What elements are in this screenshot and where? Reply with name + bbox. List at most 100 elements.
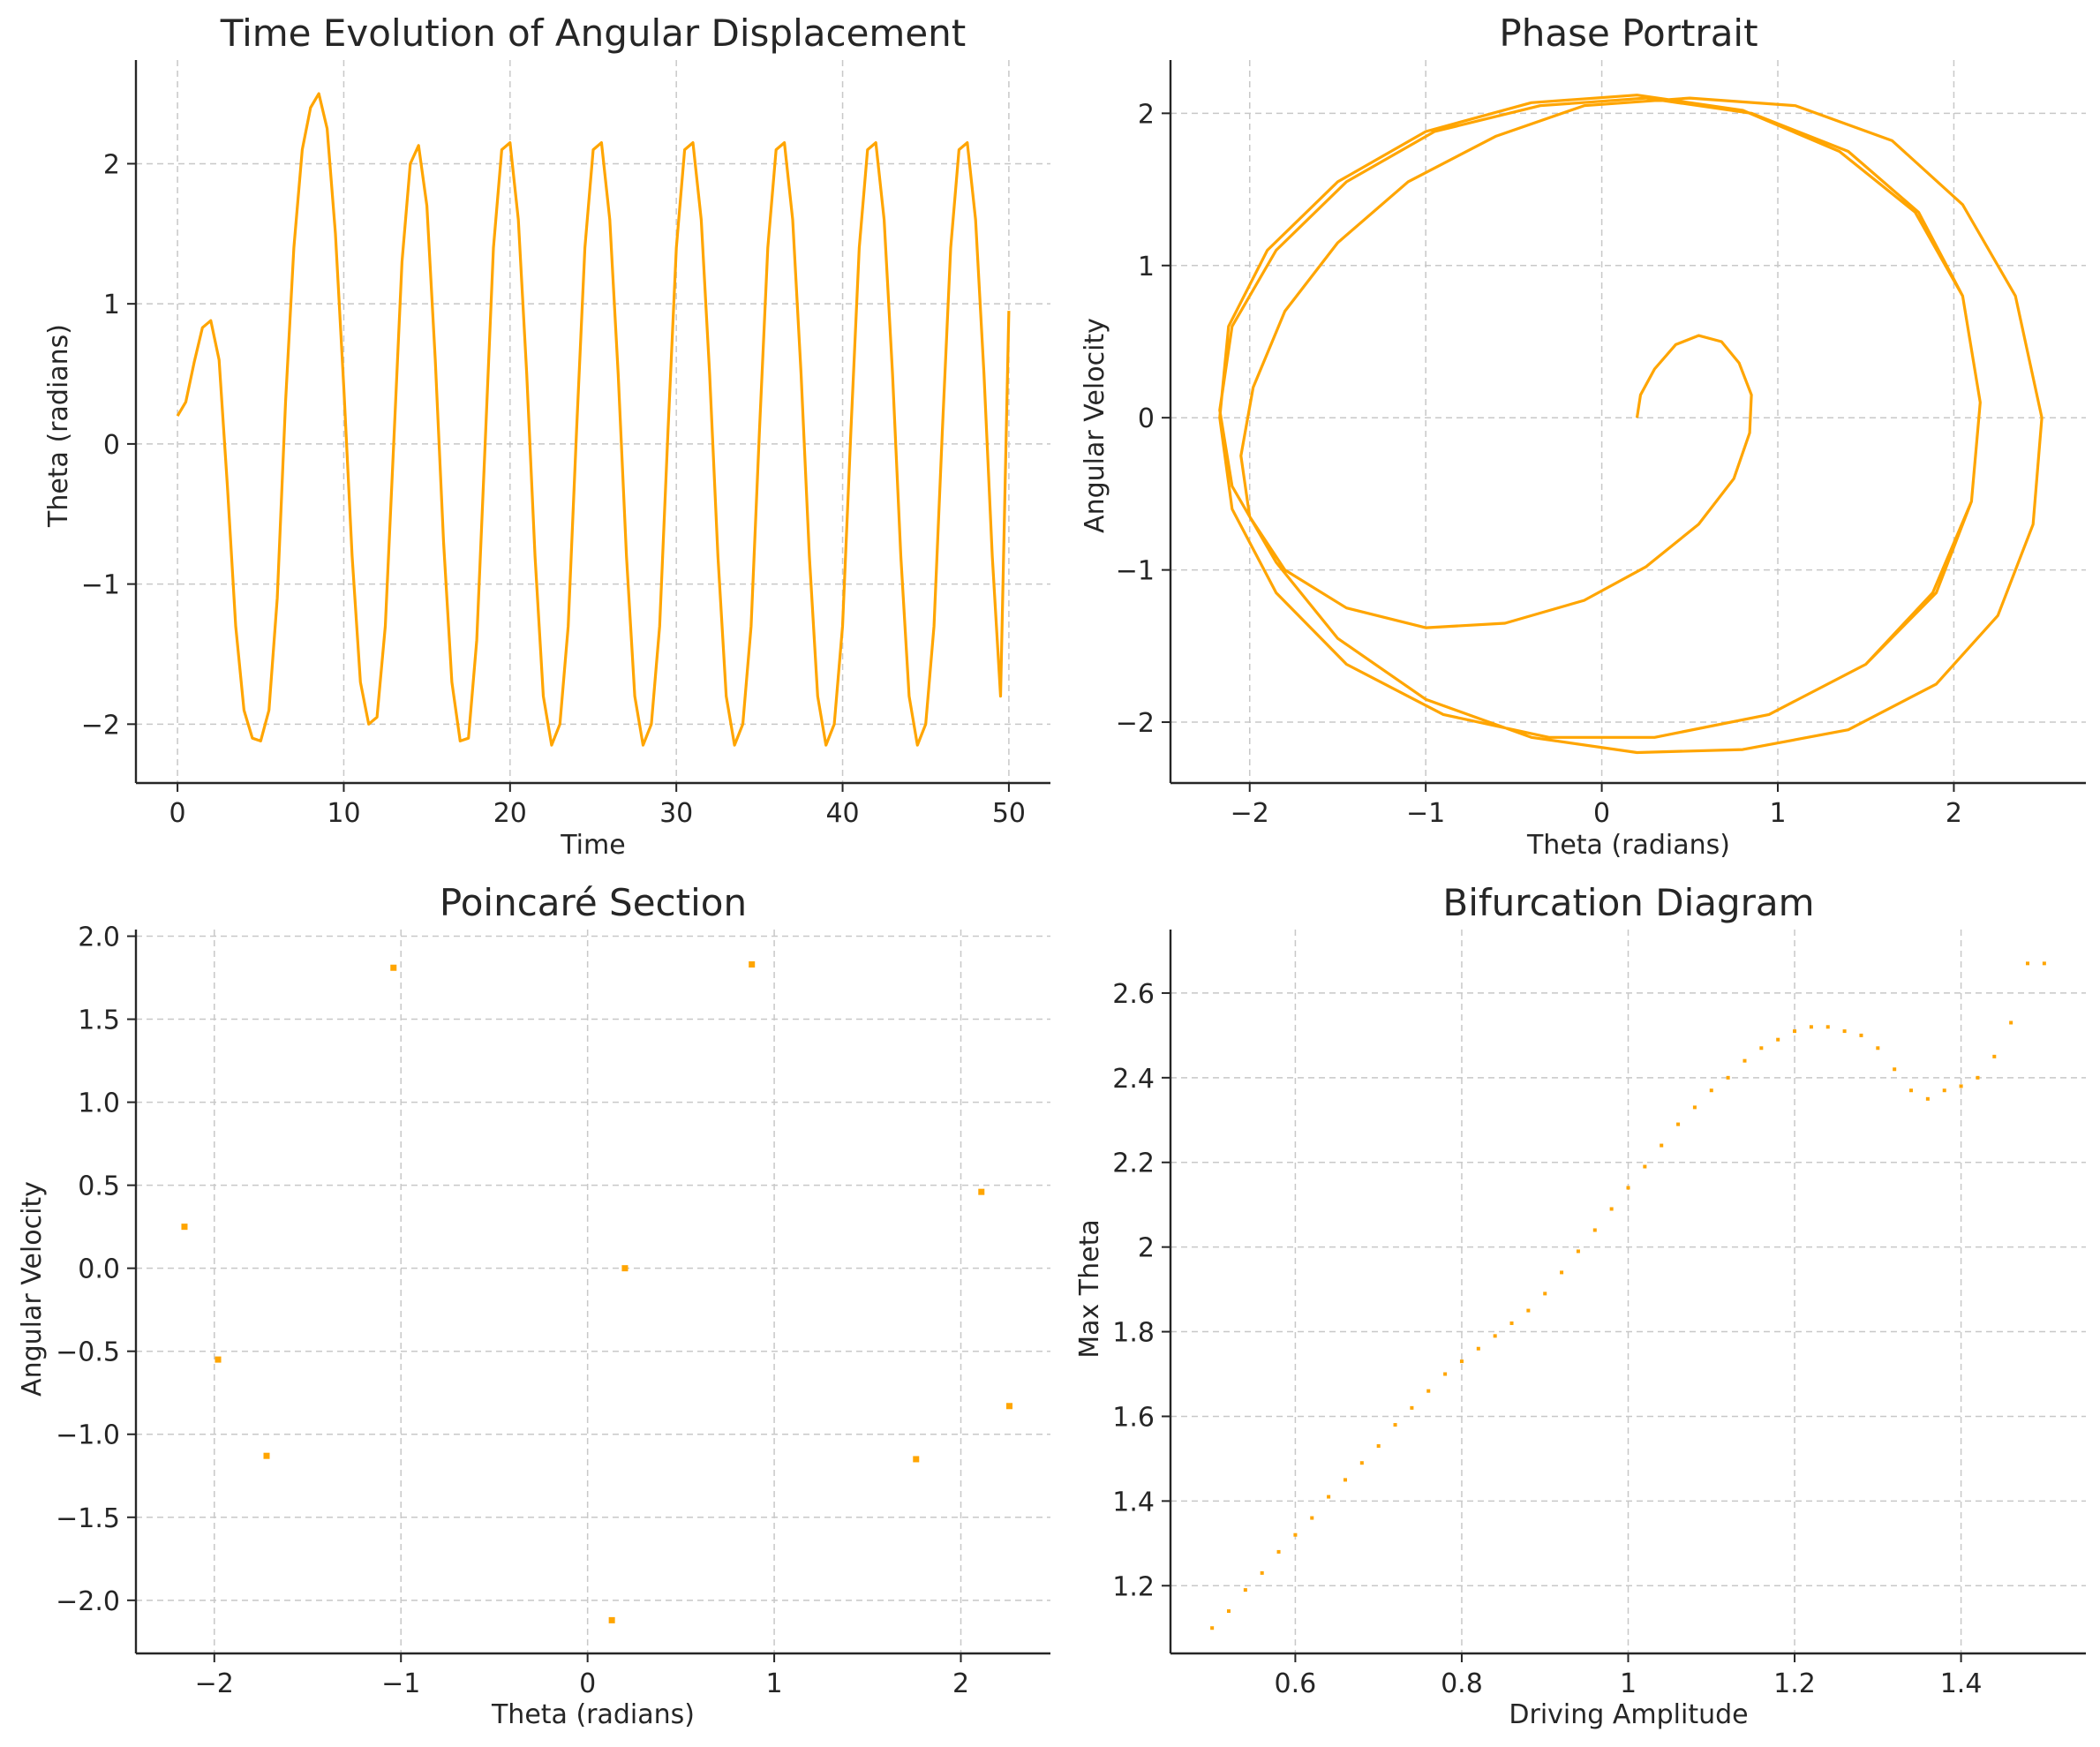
scatter-point xyxy=(1676,1122,1681,1126)
scatter-point xyxy=(181,1224,188,1231)
x-tick-label: 1 xyxy=(766,1668,783,1699)
series-line xyxy=(176,92,1011,747)
scatter-point xyxy=(913,1456,920,1463)
x-tick-label: −2 xyxy=(195,1668,234,1699)
scatter-point xyxy=(1526,1308,1531,1313)
scatter-point xyxy=(1459,1359,1464,1364)
scatter-point xyxy=(1809,1025,1813,1029)
y-tick-label: −1.0 xyxy=(56,1420,120,1451)
scatter-point xyxy=(1626,1186,1630,1190)
y-tick-label: 2.4 xyxy=(1112,1064,1155,1095)
y-tick-label: 1.5 xyxy=(78,1005,120,1036)
panel-time-evolution: Time Evolution of Angular Displacement T… xyxy=(43,11,1050,861)
x-tick-label: 1 xyxy=(1769,798,1786,829)
scatter-point xyxy=(1509,1321,1514,1325)
chart-title: Poincaré Section xyxy=(440,881,747,924)
scatter-point xyxy=(749,960,756,968)
scatter-point xyxy=(1692,1105,1697,1110)
y-tick-label: 2 xyxy=(103,149,120,180)
y-tick-label: 1.6 xyxy=(1112,1402,1155,1433)
y-tick-label: 2.2 xyxy=(1112,1148,1155,1179)
y-tick-label: 2 xyxy=(1138,99,1155,130)
scatter-point xyxy=(1825,1025,1830,1029)
scatter-point xyxy=(621,1265,628,1272)
x-tick-label: −1 xyxy=(1406,798,1445,829)
scatter-point xyxy=(1643,1164,1647,1169)
y-axis-label: Angular Velocity xyxy=(1080,318,1110,533)
y-axis-label: Angular Velocity xyxy=(17,1181,48,1397)
chart-title: Bifurcation Diagram xyxy=(1442,881,1814,924)
y-tick-label: −2.0 xyxy=(56,1586,120,1617)
scatter-point xyxy=(1226,1609,1231,1614)
y-tick-label: 0.5 xyxy=(78,1171,120,1202)
x-tick-label: 40 xyxy=(825,798,859,829)
scatter-point xyxy=(978,1188,985,1195)
scatter-point xyxy=(1576,1249,1580,1254)
scatter-point xyxy=(2026,961,2030,966)
scatter-point xyxy=(390,964,397,971)
y-tick-label: 1.4 xyxy=(1112,1487,1155,1517)
y-tick-label: 0.0 xyxy=(78,1254,120,1285)
y-tick-label: 2 xyxy=(1138,1233,1155,1264)
scatter-point xyxy=(1243,1588,1247,1593)
x-tick-label: 50 xyxy=(992,798,1026,829)
y-tick-label: 1.0 xyxy=(78,1088,120,1119)
scatter-point xyxy=(1393,1423,1397,1427)
scatter-point xyxy=(2009,1020,2013,1025)
x-tick-label: −1 xyxy=(381,1668,420,1699)
scatter-point xyxy=(1276,1549,1281,1554)
y-axis-label: Theta (radians) xyxy=(43,324,74,528)
y-tick-label: 2.6 xyxy=(1112,979,1155,1010)
scatter-point xyxy=(1327,1495,1331,1499)
scatter-point xyxy=(1443,1372,1448,1376)
scatter-point xyxy=(1909,1088,1914,1093)
panel-bifurcation-diagram: Bifurcation Diagram Driving Amplitude Ma… xyxy=(1074,881,2086,1730)
x-axis-label: Driving Amplitude xyxy=(1509,1699,1748,1730)
scatter-point xyxy=(1976,1075,1980,1080)
scatter-point xyxy=(1842,1029,1847,1034)
x-tick-label: 10 xyxy=(327,798,360,829)
x-tick-label: 2 xyxy=(952,1668,969,1699)
scatter-point xyxy=(1493,1334,1497,1338)
y-tick-label: −1 xyxy=(81,570,120,601)
scatter-point xyxy=(1776,1037,1780,1042)
scatter-point xyxy=(608,1616,615,1623)
chart-title: Time Evolution of Angular Displacement xyxy=(220,11,967,55)
scatter-point xyxy=(1959,1084,1963,1088)
scatter-point xyxy=(1709,1088,1713,1093)
y-tick-label: −1 xyxy=(1116,556,1155,587)
scatter-point xyxy=(1925,1096,1930,1101)
scatter-point xyxy=(1660,1143,1664,1148)
scatter-point xyxy=(2042,961,2046,966)
scatter-point xyxy=(1005,1403,1012,1410)
x-tick-label: 1 xyxy=(1620,1668,1637,1699)
y-tick-label: 0 xyxy=(1138,403,1155,434)
x-tick-label: 1.4 xyxy=(1940,1668,1983,1699)
scatter-point xyxy=(1426,1389,1431,1393)
scatter-point xyxy=(1293,1532,1298,1537)
y-tick-label: −0.5 xyxy=(56,1337,120,1368)
y-tick-label: 1.8 xyxy=(1112,1318,1155,1349)
scatter-point xyxy=(1793,1029,1797,1034)
scatter-point xyxy=(1893,1067,1897,1072)
y-tick-label: 1 xyxy=(103,290,120,320)
x-tick-label: 2 xyxy=(1946,798,1962,829)
x-tick-label: 0 xyxy=(169,798,186,829)
scatter-point xyxy=(1876,1046,1880,1050)
scatter-point xyxy=(1992,1054,1997,1058)
y-tick-label: −2 xyxy=(81,710,120,741)
scatter-point xyxy=(1560,1270,1564,1275)
scatter-point xyxy=(1942,1088,1946,1093)
x-tick-label: 20 xyxy=(493,798,527,829)
y-tick-label: −2 xyxy=(1116,708,1155,739)
x-axis-label: Theta (radians) xyxy=(1526,830,1730,861)
x-tick-label: 1.2 xyxy=(1773,1668,1816,1699)
x-tick-label: 0 xyxy=(1593,798,1610,829)
scatter-point xyxy=(1310,1516,1314,1520)
x-tick-label: 30 xyxy=(659,798,693,829)
x-axis-label: Theta (radians) xyxy=(491,1699,695,1730)
y-tick-label: 1 xyxy=(1138,252,1155,282)
scatter-point xyxy=(1742,1058,1747,1063)
scatter-point xyxy=(1592,1228,1597,1232)
